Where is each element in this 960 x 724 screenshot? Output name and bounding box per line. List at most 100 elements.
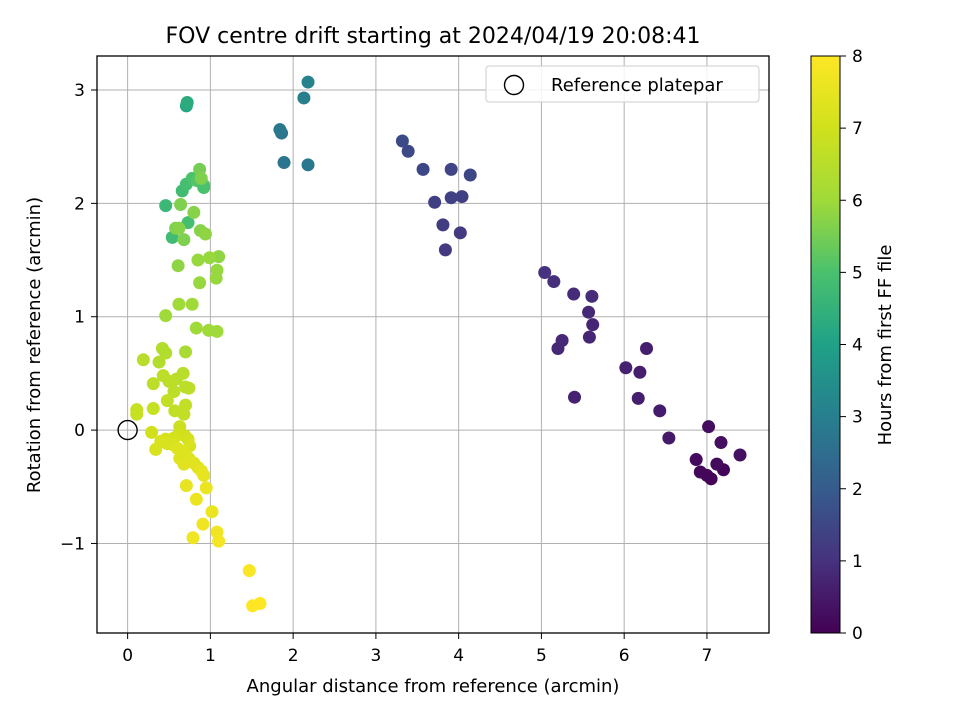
data-point: [186, 531, 200, 545]
data-point: [177, 233, 191, 247]
colorbar-ticks: 0 1 2 3 4 5 6 7 8: [840, 47, 863, 644]
y-tick-label: 0: [74, 421, 85, 441]
data-point: [463, 168, 477, 182]
data-point: [582, 330, 596, 344]
legend-box: [485, 65, 760, 103]
x-tick-label: 0: [122, 646, 133, 666]
colorbar-tick-label: 7: [852, 119, 863, 139]
data-point: [444, 162, 458, 176]
data-point: [191, 253, 205, 267]
data-point: [205, 505, 219, 519]
data-point: [172, 221, 186, 235]
data-point: [733, 448, 747, 462]
colorbar: 0 1 2 3 4 5 6 7 8 Hours from first FF file: [810, 47, 896, 644]
data-point: [444, 191, 458, 205]
data-point: [149, 442, 163, 456]
x-tick-label: 2: [288, 646, 299, 666]
x-tick-label: 6: [619, 646, 630, 666]
data-point: [130, 407, 144, 421]
y-tick-label: 1: [74, 308, 85, 328]
data-point: [273, 123, 287, 137]
x-tick-label: 4: [453, 646, 464, 666]
data-point: [455, 190, 469, 204]
data-point: [194, 171, 208, 185]
data-point: [174, 198, 188, 212]
data-point: [197, 468, 211, 482]
data-point: [585, 289, 599, 303]
data-point: [189, 321, 203, 335]
data-point: [152, 355, 166, 369]
data-point: [210, 324, 224, 338]
data-point: [167, 385, 181, 399]
data-point: [567, 287, 581, 301]
colorbar-label: Hours from first FF file: [875, 245, 896, 446]
data-point: [187, 205, 201, 219]
y-axis-label: Rotation from reference (arcmin): [24, 197, 45, 493]
y-tick-label: 3: [74, 81, 85, 101]
reference-marker: [117, 419, 138, 441]
data-point: [159, 346, 173, 360]
data-point: [172, 297, 186, 311]
colorbar-tick-label: 6: [852, 191, 863, 211]
data-point: [180, 95, 194, 109]
data-point: [182, 381, 196, 395]
data-point: [453, 226, 467, 240]
y-tick-label: −1: [60, 534, 85, 554]
x-tick-label: 5: [536, 646, 547, 666]
data-point: [193, 276, 207, 290]
data-point: [631, 391, 645, 405]
data-point: [212, 534, 226, 548]
data-point: [568, 390, 582, 404]
data-point: [710, 457, 724, 471]
data-point: [428, 195, 442, 209]
data-point: [179, 479, 193, 493]
colorbar-tick-label: 3: [852, 408, 863, 428]
x-axis-ticks: 0 1 2 3 4 5 6 7: [122, 633, 712, 666]
data-point: [179, 345, 193, 359]
x-tick-label: 3: [370, 646, 381, 666]
data-point: [185, 297, 199, 311]
data-point: [702, 420, 716, 434]
reference-layer: [117, 419, 138, 441]
data-point: [653, 404, 667, 418]
data-point: [619, 361, 633, 375]
legend: Reference platepar: [485, 65, 760, 103]
data-point: [301, 158, 315, 172]
legend-label: Reference platepar: [551, 75, 723, 96]
data-point: [209, 271, 223, 285]
legend-marker-icon: [503, 74, 525, 96]
data-point: [633, 365, 647, 379]
data-point: [547, 275, 561, 289]
data-point: [401, 144, 415, 158]
data-point: [436, 218, 450, 232]
colorbar-tick-label: 0: [852, 624, 863, 644]
data-point: [438, 243, 452, 257]
data-point: [689, 453, 703, 467]
data-point: [538, 266, 552, 280]
data-point: [297, 91, 311, 105]
y-axis-ticks: −1 0 1 2 3: [60, 81, 97, 554]
colorbar-tick-label: 1: [852, 552, 863, 572]
data-point: [582, 305, 596, 319]
data-point: [146, 377, 160, 391]
chart-title: FOV centre drift starting at 2024/04/19 …: [166, 24, 701, 49]
data-point: [189, 492, 203, 506]
data-point: [198, 227, 212, 241]
data-point: [176, 366, 190, 380]
data-point: [395, 134, 409, 148]
data-point: [203, 251, 217, 265]
colorbar-tick-label: 8: [852, 47, 863, 67]
data-point: [171, 259, 185, 273]
x-tick-label: 1: [205, 646, 216, 666]
data-point: [693, 465, 707, 479]
plot-frame: [96, 55, 770, 634]
x-tick-label: 7: [702, 646, 713, 666]
data-point: [177, 407, 191, 421]
colorbar-tick-label: 5: [852, 263, 863, 283]
data-point: [416, 162, 430, 176]
data-point: [199, 481, 213, 495]
data-point: [640, 341, 654, 355]
data-point: [301, 75, 315, 89]
